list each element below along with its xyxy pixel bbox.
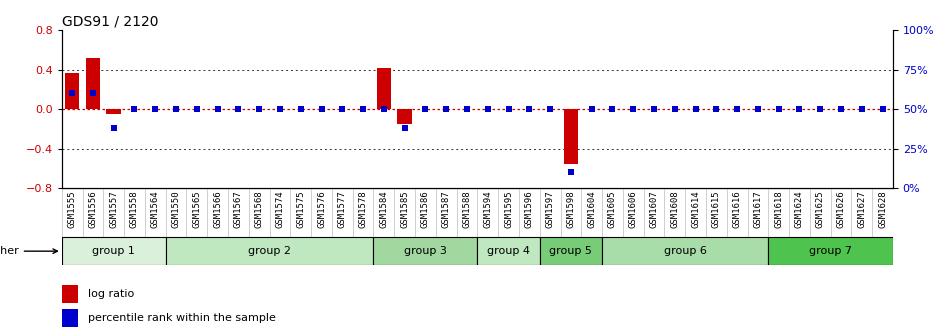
Text: GSM1578: GSM1578 bbox=[358, 191, 368, 228]
Text: group 2: group 2 bbox=[248, 246, 291, 256]
Text: GDS91 / 2120: GDS91 / 2120 bbox=[62, 14, 159, 28]
Bar bbox=[86, 58, 100, 109]
Text: GSM1597: GSM1597 bbox=[545, 191, 555, 228]
Bar bbox=[602, 237, 769, 265]
Text: GSM1604: GSM1604 bbox=[587, 191, 597, 228]
Bar bbox=[62, 285, 78, 303]
Bar bbox=[477, 237, 540, 265]
Text: GSM1576: GSM1576 bbox=[317, 191, 326, 228]
Text: GSM1585: GSM1585 bbox=[400, 191, 409, 228]
Text: GSM1566: GSM1566 bbox=[213, 191, 222, 228]
Text: group 1: group 1 bbox=[92, 246, 135, 256]
Text: GSM1595: GSM1595 bbox=[504, 191, 513, 228]
Text: group 4: group 4 bbox=[487, 246, 530, 256]
Text: GSM1594: GSM1594 bbox=[484, 191, 492, 228]
Text: GSM1557: GSM1557 bbox=[109, 191, 118, 228]
Text: GSM1615: GSM1615 bbox=[712, 191, 721, 228]
Bar bbox=[540, 237, 602, 265]
Text: GSM1556: GSM1556 bbox=[88, 191, 98, 228]
Text: GSM1598: GSM1598 bbox=[566, 191, 576, 228]
Bar bbox=[376, 68, 391, 109]
Text: GSM1584: GSM1584 bbox=[379, 191, 389, 228]
Text: GSM1567: GSM1567 bbox=[234, 191, 243, 228]
Text: GSM1608: GSM1608 bbox=[671, 191, 679, 228]
Text: GSM1618: GSM1618 bbox=[774, 191, 783, 228]
Text: GSM1577: GSM1577 bbox=[338, 191, 347, 228]
Bar bbox=[397, 109, 412, 124]
Text: GSM1625: GSM1625 bbox=[816, 191, 825, 228]
Bar bbox=[65, 73, 80, 109]
Text: GSM1607: GSM1607 bbox=[650, 191, 658, 228]
Text: GSM1617: GSM1617 bbox=[753, 191, 763, 228]
Text: GSM1555: GSM1555 bbox=[67, 191, 77, 228]
Text: GSM1614: GSM1614 bbox=[691, 191, 700, 228]
Text: GSM1550: GSM1550 bbox=[172, 191, 180, 228]
Text: GSM1588: GSM1588 bbox=[463, 191, 471, 228]
Text: GSM1564: GSM1564 bbox=[151, 191, 160, 228]
Text: GSM1575: GSM1575 bbox=[296, 191, 305, 228]
Bar bbox=[165, 237, 373, 265]
Text: log ratio: log ratio bbox=[87, 289, 134, 299]
Bar bbox=[769, 237, 893, 265]
Text: other: other bbox=[0, 246, 57, 256]
Text: GSM1565: GSM1565 bbox=[192, 191, 201, 228]
Text: GSM1627: GSM1627 bbox=[857, 191, 866, 228]
Text: GSM1574: GSM1574 bbox=[276, 191, 284, 228]
Text: GSM1605: GSM1605 bbox=[608, 191, 617, 228]
Text: GSM1626: GSM1626 bbox=[837, 191, 846, 228]
Text: GSM1628: GSM1628 bbox=[878, 191, 887, 228]
Bar bbox=[563, 109, 579, 164]
Bar bbox=[106, 109, 121, 114]
Text: percentile rank within the sample: percentile rank within the sample bbox=[87, 313, 276, 323]
Bar bbox=[62, 309, 78, 327]
Text: GSM1596: GSM1596 bbox=[524, 191, 534, 228]
Text: GSM1606: GSM1606 bbox=[629, 191, 637, 228]
Text: GSM1624: GSM1624 bbox=[795, 191, 804, 228]
Text: group 3: group 3 bbox=[404, 246, 446, 256]
Text: group 5: group 5 bbox=[549, 246, 593, 256]
Bar bbox=[62, 237, 165, 265]
Text: GSM1586: GSM1586 bbox=[421, 191, 430, 228]
Text: GSM1568: GSM1568 bbox=[255, 191, 264, 228]
Text: group 6: group 6 bbox=[664, 246, 707, 256]
Text: GSM1558: GSM1558 bbox=[130, 191, 139, 228]
Text: GSM1616: GSM1616 bbox=[732, 191, 742, 228]
Text: GSM1587: GSM1587 bbox=[442, 191, 450, 228]
Text: group 7: group 7 bbox=[809, 246, 852, 256]
Bar bbox=[373, 237, 477, 265]
